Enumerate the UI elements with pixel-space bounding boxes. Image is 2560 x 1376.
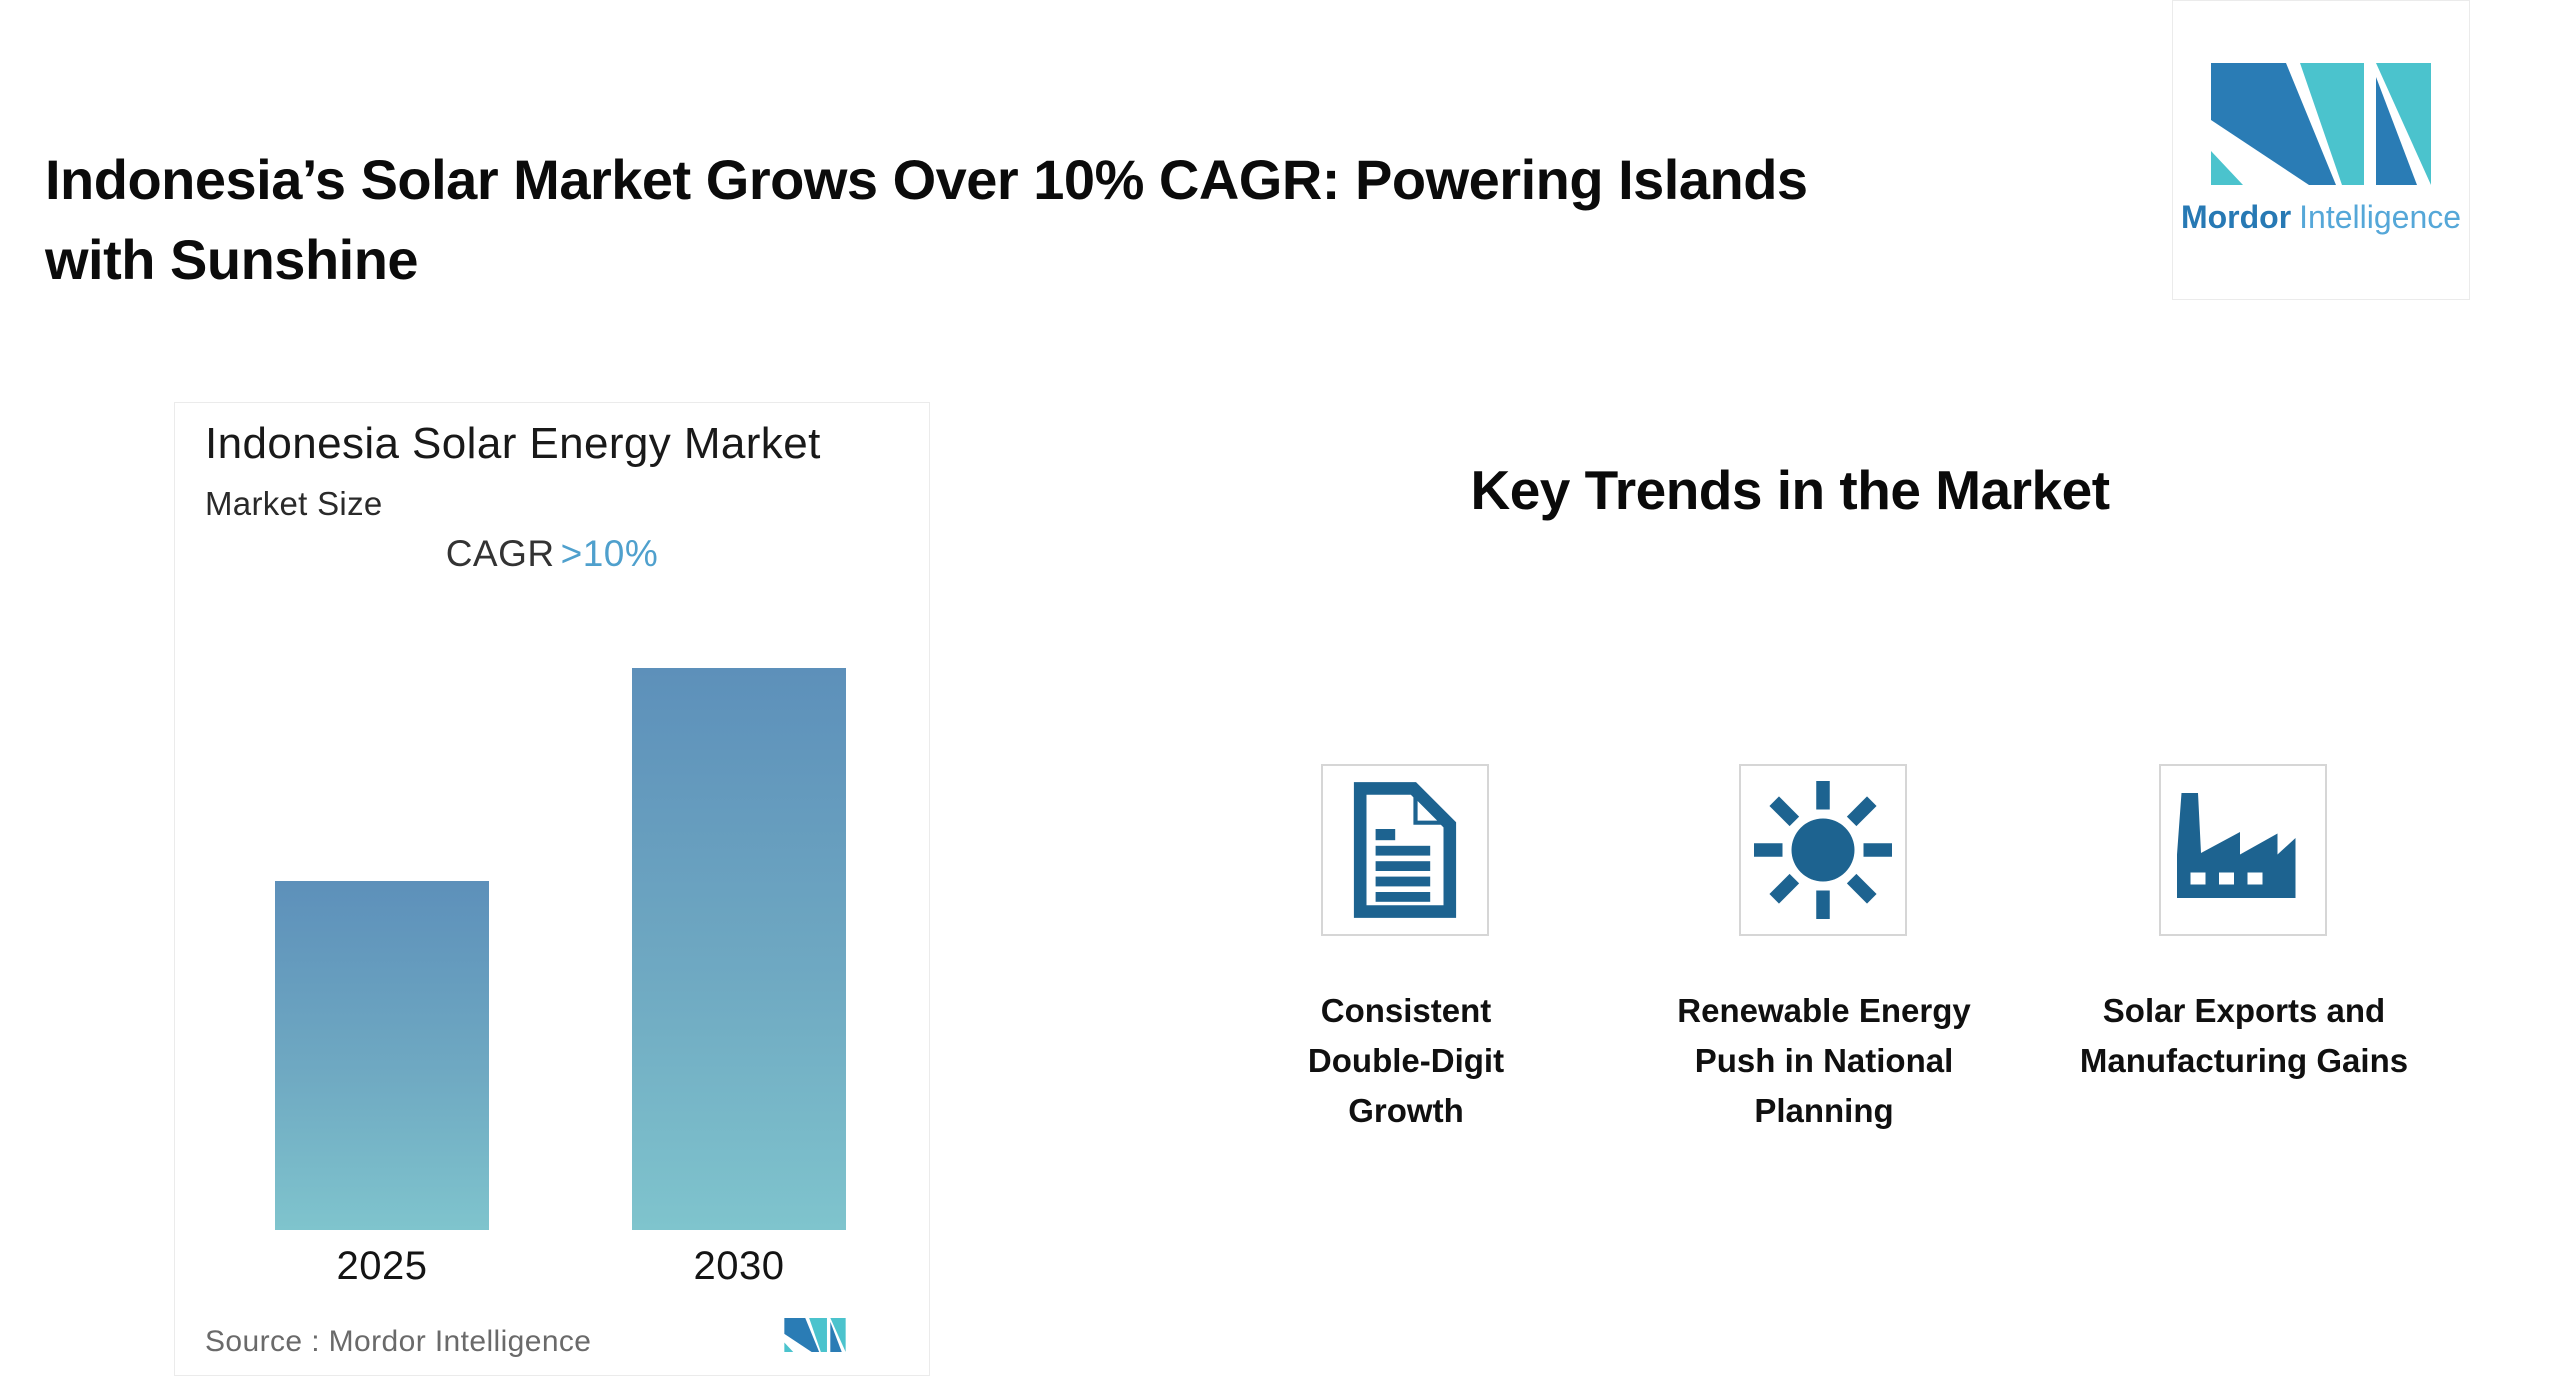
cagr-annotation: CAGR >10%: [175, 533, 929, 575]
page-title-line1: Indonesia’s Solar Market Grows Over 10% …: [45, 147, 1808, 211]
mordor-logo-mark-small: [784, 1318, 846, 1352]
trend-label-manufacturing: Solar Exports and Manufacturing Gains: [2079, 992, 2409, 1079]
brand-logo-box: Mordor Intelligence: [2172, 0, 2470, 300]
brand-name-primary: Mordor: [2180, 199, 2292, 235]
page-title-line2: with Sunshine: [45, 227, 419, 291]
mordor-logo-icon: [2211, 63, 2431, 185]
chart-title: Indonesia Solar Energy Market: [205, 419, 821, 468]
key-trends-heading: Key Trends in the Market: [1470, 459, 2110, 521]
sun-icon: [1754, 781, 1892, 919]
chart-card: Indonesia Solar Energy Market Market Siz…: [174, 402, 930, 1376]
brand-wordmark: Mordor Intelligence: [2181, 199, 2461, 236]
trend-label-renewables: Renewable Energy Push in National Planni…: [1677, 992, 1971, 1129]
bar-2025: [275, 881, 489, 1230]
chart-subtitle: Market Size: [205, 485, 383, 522]
trend-tile-growth: [1321, 764, 1489, 936]
cagr-label: CAGR: [445, 533, 555, 574]
bar-2030: [632, 668, 846, 1230]
x-tick-2025: 2025: [336, 1244, 428, 1288]
document-icon: [1353, 782, 1457, 918]
trend-tile-renewables: [1739, 764, 1907, 936]
x-tick-2030: 2030: [693, 1244, 785, 1288]
cagr-value: >10%: [560, 533, 659, 574]
factory-icon: [2177, 793, 2296, 898]
source-note: Source : Mordor Intelligence: [205, 1325, 592, 1358]
brand-name-secondary: Intelligence: [2299, 199, 2462, 235]
trend-label-growth: Consistent Double-Digit Growth: [1307, 992, 1505, 1129]
trend-tile-manufacturing: [2159, 764, 2327, 936]
page-title: Indonesia’s Solar Market Grows Over 10% …: [45, 140, 2075, 300]
